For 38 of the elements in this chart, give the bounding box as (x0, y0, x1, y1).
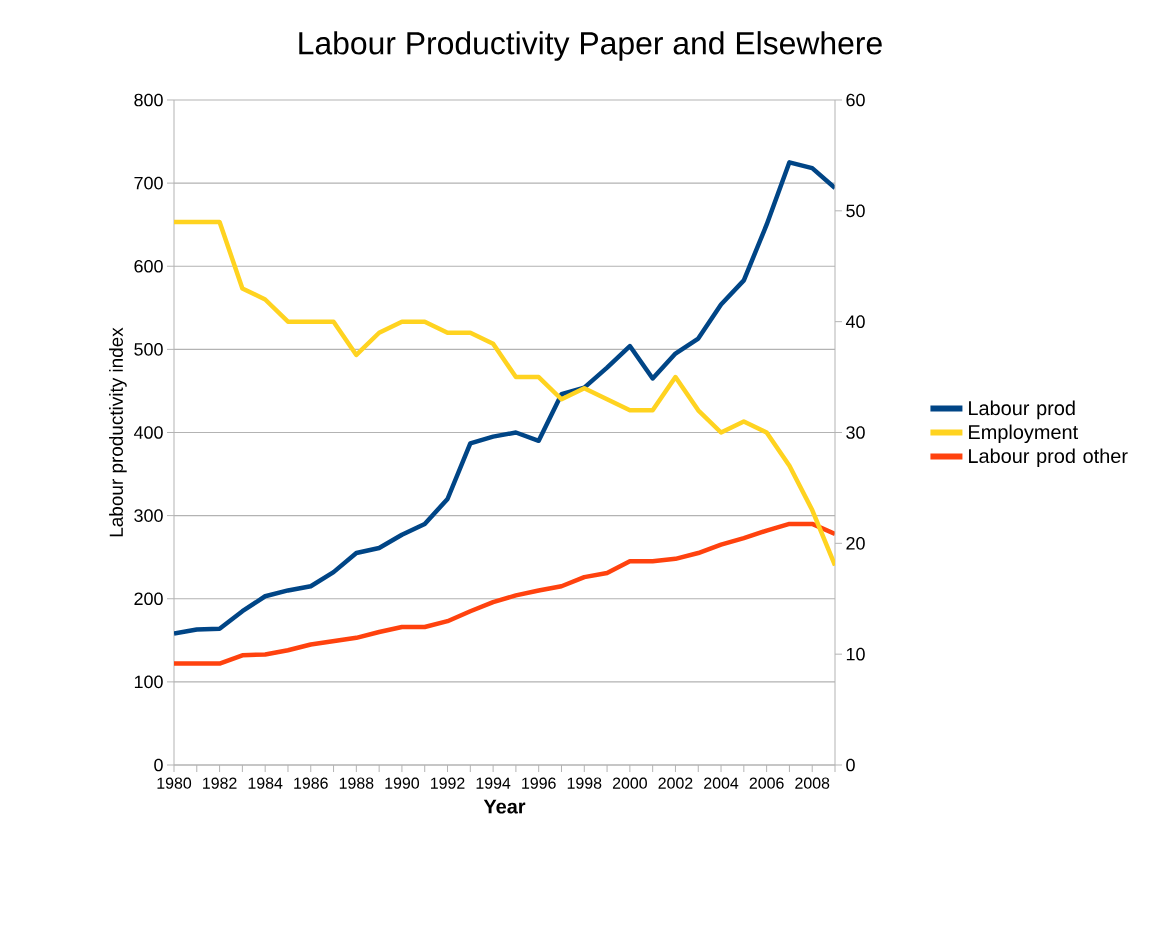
y-tick-label: 400 (133, 426, 163, 439)
x-tick-label: 1988 (339, 777, 374, 789)
y-axis-title: Labour productivity index (109, 327, 127, 537)
x-tick-label: 1986 (294, 777, 328, 789)
y2-tick-label: 0 (846, 758, 855, 772)
legend-label: Labour prod other (969, 448, 1128, 468)
x-tick-label: 1992 (431, 777, 465, 789)
y-tick-label: 800 (134, 93, 163, 107)
y2-tick-label: 10 (846, 647, 865, 661)
y-tick-label: 300 (134, 509, 163, 522)
legend-label: Labour prod (969, 400, 1075, 420)
y-tick-label: 200 (134, 592, 163, 606)
line-series (174, 160, 836, 636)
x-tick-label: 1996 (522, 777, 556, 789)
x-tick-label: 2002 (658, 777, 693, 789)
y2-tick-label: 50 (846, 204, 865, 218)
y-tick-label: 500 (134, 343, 163, 356)
x-tick-label: 1984 (248, 777, 283, 789)
x-tick-label: 1980 (157, 777, 192, 789)
x-tick-label: 1990 (385, 777, 420, 789)
y2-tick-label: 40 (845, 315, 865, 328)
y2-tick-label: 20 (846, 536, 865, 550)
legend-label: Employment (969, 424, 1078, 444)
x-tick-label: 1994 (476, 777, 511, 789)
x-tick-label: 2004 (704, 777, 739, 789)
chart-title: Labour Productivity Paper and Elsewhere (299, 31, 882, 61)
y2-tick-label: 60 (846, 93, 865, 107)
x-tick-label: 2000 (612, 777, 647, 789)
y-tick-label: 600 (134, 259, 163, 273)
y-tick-label: 100 (134, 675, 163, 689)
x-tick-label: 1998 (567, 777, 602, 789)
x-tick-label: 2008 (795, 777, 830, 789)
x-tick-label: 1982 (203, 777, 237, 789)
y-tick-label: 0 (154, 758, 163, 772)
y-tick-label: 700 (134, 176, 163, 190)
y2-tick-label: 30 (846, 426, 865, 439)
x-tick-label: 2006 (749, 777, 784, 789)
x-axis-title: Year (483, 799, 526, 814)
